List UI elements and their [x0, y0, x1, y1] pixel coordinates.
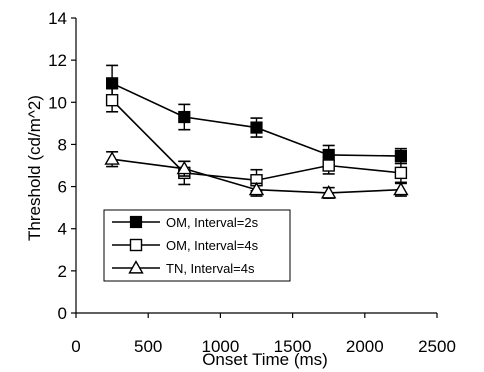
- x-tick-label: 2000: [346, 337, 384, 356]
- x-tick-label: 2500: [418, 337, 456, 356]
- legend-item: TN, Interval=4s: [112, 260, 255, 276]
- legend-label: TN, Interval=4s: [166, 261, 255, 276]
- data-point: [394, 149, 407, 163]
- y-tick-label: 0: [58, 304, 67, 323]
- data-point: [178, 110, 191, 124]
- x-tick-label: 1500: [274, 337, 312, 356]
- y-axis-title: Threshold (cd/m^2): [25, 95, 44, 241]
- y-tick-label: 12: [48, 51, 67, 70]
- y-tick-label: 6: [58, 178, 67, 197]
- data-point: [105, 77, 119, 90]
- legend-item: OM, Interval=2s: [112, 215, 259, 230]
- data-point: [248, 181, 265, 196]
- y-tick-label: 2: [58, 262, 67, 281]
- series-layer: [104, 64, 409, 199]
- data-point: [176, 160, 193, 175]
- x-axis-title: Onset Time (ms): [202, 350, 328, 369]
- data-point: [322, 159, 335, 172]
- legend-label: OM, Interval=4s: [166, 238, 259, 253]
- series-1: [105, 64, 407, 166]
- y-tick-label: 14: [48, 9, 67, 28]
- y-tick-label: 8: [58, 135, 67, 154]
- legend-label: OM, Interval=2s: [166, 215, 259, 230]
- legend-marker: [129, 238, 143, 252]
- data-point: [393, 181, 409, 196]
- x-tick-label: 1000: [201, 337, 239, 356]
- series-line: [111, 99, 401, 182]
- data-point: [105, 93, 119, 107]
- data-point: [320, 184, 337, 199]
- legend-marker: [129, 215, 143, 229]
- y-axis: 0 2 4 6 8 10 12 14: [48, 9, 77, 323]
- series-2: [105, 87, 408, 192]
- y-tick-label: 10: [48, 93, 67, 112]
- x-tick-label: 0: [71, 337, 80, 356]
- data-point: [394, 166, 408, 180]
- data-point: [104, 151, 120, 165]
- legend-item: OM, Interval=4s: [112, 238, 259, 253]
- x-axis: 0 500 1000 1500 2000 2500: [71, 312, 456, 356]
- legend: OM, Interval=2s OM, Interval=4s TN, Interv…: [103, 209, 291, 282]
- legend-marker: [128, 260, 144, 274]
- series-3: [104, 151, 409, 199]
- y-tick-label: 4: [58, 220, 67, 239]
- x-tick-label: 500: [134, 337, 162, 356]
- data-point: [250, 121, 263, 134]
